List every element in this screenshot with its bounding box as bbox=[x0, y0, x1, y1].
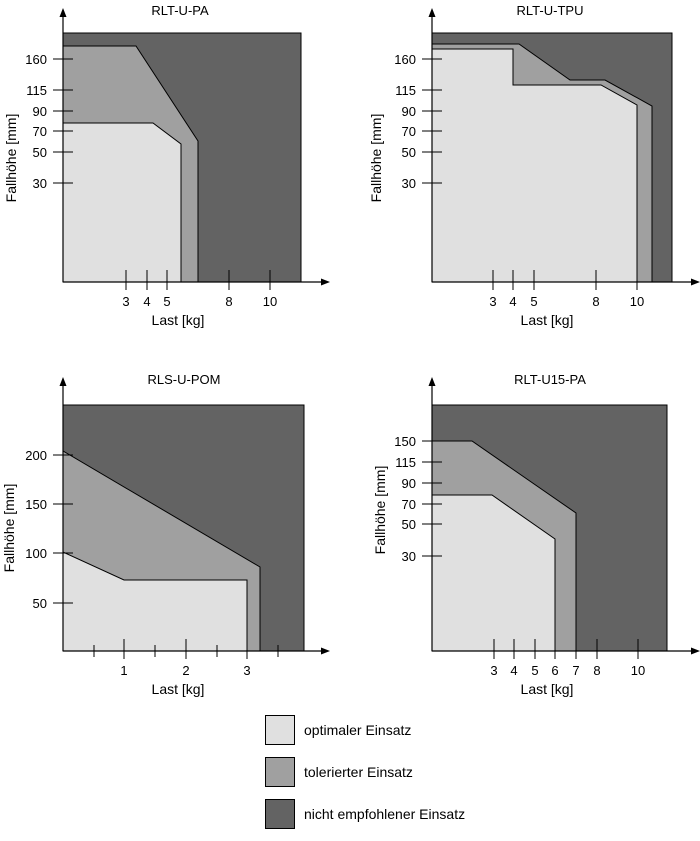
chart-rlt-u-tpu: RLT-U-TPU 3 4 5 8 10 30 50 70 90 115 160 Last [kg] Fa… bbox=[368, 3, 700, 328]
x-axis-label: Last [kg] bbox=[152, 312, 205, 328]
y-axis-arrow bbox=[59, 377, 67, 386]
y-tick-label: 30 bbox=[402, 549, 416, 564]
y-axis-arrow bbox=[428, 377, 436, 386]
x-axis-label: Last [kg] bbox=[521, 312, 574, 328]
x-tick-label: 7 bbox=[572, 663, 579, 678]
legend-swatch-not-recommended bbox=[265, 799, 295, 829]
region-optimal bbox=[62, 122, 182, 283]
y-tick-label: 70 bbox=[33, 124, 47, 139]
legend-swatch-tolerated bbox=[265, 757, 295, 787]
x-tick-label: 2 bbox=[182, 663, 189, 678]
y-tick-label: 30 bbox=[33, 176, 47, 191]
chart-rlt-u-pa: RLT-U-PA 3 4 5 8 10 30 50 70 90 115 160 Last [kg] Fal… bbox=[3, 3, 330, 328]
x-tick-label: 3 bbox=[489, 294, 496, 309]
x-tick-label: 10 bbox=[631, 663, 645, 678]
x-axis-arrow bbox=[321, 647, 330, 655]
legend-label-optimal: optimaler Einsatz bbox=[304, 722, 412, 738]
legend-swatch-optimal bbox=[265, 715, 295, 745]
y-tick-label: 90 bbox=[33, 104, 47, 119]
x-axis-arrow bbox=[691, 278, 700, 286]
y-tick-label: 90 bbox=[402, 104, 416, 119]
legend-label-tolerated: tolerierter Einsatz bbox=[304, 764, 413, 780]
y-tick-label: 70 bbox=[402, 124, 416, 139]
x-tick-label: 5 bbox=[531, 663, 538, 678]
x-tick-label: 1 bbox=[120, 663, 127, 678]
y-tick-label: 200 bbox=[25, 448, 47, 463]
y-tick-label: 50 bbox=[402, 145, 416, 160]
x-tick-label: 4 bbox=[510, 663, 517, 678]
y-tick-label: 150 bbox=[394, 434, 416, 449]
x-tick-label: 3 bbox=[490, 663, 497, 678]
x-tick-label: 5 bbox=[163, 294, 170, 309]
region-optimal bbox=[431, 48, 638, 283]
y-axis-label: Fallhöhe [mm] bbox=[372, 466, 388, 555]
y-tick-label: 100 bbox=[25, 546, 47, 561]
x-tick-label: 4 bbox=[143, 294, 150, 309]
chart-title: RLT-U-TPU bbox=[517, 3, 584, 18]
y-tick-label: 50 bbox=[33, 596, 47, 611]
y-tick-label: 160 bbox=[394, 52, 416, 67]
chart-title: RLT-U15-PA bbox=[514, 372, 586, 387]
x-tick-label: 5 bbox=[530, 294, 537, 309]
legend-item-not-recommended: nicht empfohlener Einsatz bbox=[265, 799, 565, 829]
y-tick-label: 150 bbox=[25, 497, 47, 512]
x-tick-label: 3 bbox=[243, 663, 250, 678]
legend-item-optimal: optimaler Einsatz bbox=[265, 715, 565, 745]
y-axis-label: Fallhöhe [mm] bbox=[3, 114, 19, 203]
x-axis-arrow bbox=[321, 278, 330, 286]
y-tick-label: 160 bbox=[25, 52, 47, 67]
y-tick-label: 115 bbox=[26, 83, 47, 98]
x-tick-label: 8 bbox=[225, 294, 232, 309]
chart-title: RLS-U-POM bbox=[148, 372, 221, 387]
chart-rlt-u15-pa: RLT-U15-PA 3 4 5 6 7 8 10 30 50 70 90 115 150 Last [kg… bbox=[372, 372, 700, 697]
y-axis-label: Fallhöhe [mm] bbox=[368, 114, 384, 203]
x-axis-label: Last [kg] bbox=[521, 681, 574, 697]
chart-title: RLT-U-PA bbox=[151, 3, 209, 18]
legend-item-tolerated: tolerierter Einsatz bbox=[265, 757, 565, 787]
x-tick-label: 4 bbox=[509, 294, 516, 309]
x-axis-arrow bbox=[691, 647, 700, 655]
x-tick-label: 8 bbox=[593, 663, 600, 678]
x-tick-label: 10 bbox=[263, 294, 277, 309]
x-axis-label: Last [kg] bbox=[152, 681, 205, 697]
chart-rls-u-pom: RLS-U-POM 1 2 3 50 100 150 200 Last [kg] Fallhöhe… bbox=[1, 372, 330, 697]
x-tick-label: 3 bbox=[122, 294, 129, 309]
y-axis-arrow bbox=[428, 8, 436, 17]
x-tick-label: 10 bbox=[630, 294, 644, 309]
y-tick-label: 90 bbox=[402, 476, 416, 491]
y-tick-label: 115 bbox=[395, 83, 416, 98]
x-tick-label: 6 bbox=[551, 663, 558, 678]
y-tick-label: 30 bbox=[402, 176, 416, 191]
legend-label-not-recommended: nicht empfohlener Einsatz bbox=[304, 806, 466, 822]
y-tick-label: 50 bbox=[33, 145, 47, 160]
y-tick-label: 70 bbox=[402, 497, 416, 512]
y-tick-label: 115 bbox=[395, 455, 416, 470]
legend: optimaler Einsatz tolerierter Einsatz ni… bbox=[265, 715, 565, 841]
y-axis-label: Fallhöhe [mm] bbox=[1, 484, 17, 573]
x-tick-label: 8 bbox=[592, 294, 599, 309]
y-axis-arrow bbox=[59, 8, 67, 17]
y-tick-label: 50 bbox=[402, 517, 416, 532]
